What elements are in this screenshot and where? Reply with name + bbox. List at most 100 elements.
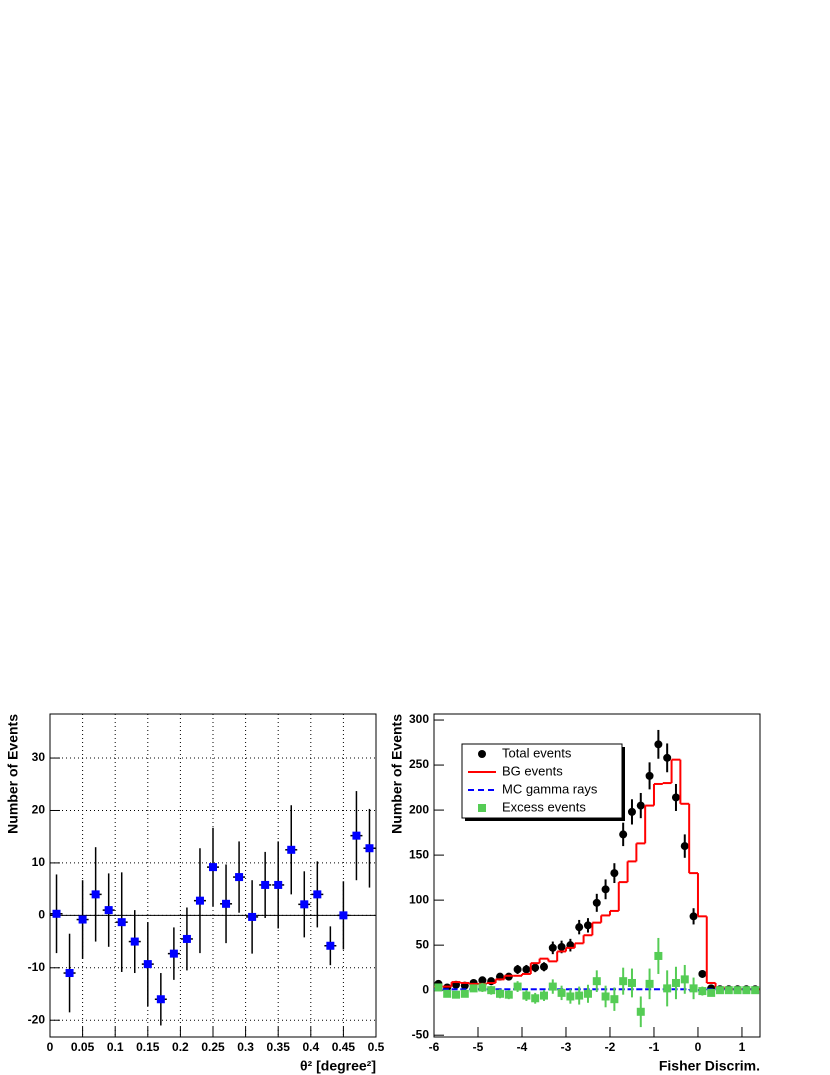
x-tick-label: -2: [605, 1040, 616, 1054]
data-point: [654, 951, 663, 960]
data-point: [636, 801, 645, 810]
data-point: [478, 976, 487, 985]
x-tick-label: -6: [429, 1040, 440, 1054]
data-point: [287, 845, 296, 854]
data-point: [592, 898, 601, 907]
x-tick-label: 0: [47, 1040, 54, 1054]
data-point: [469, 984, 478, 993]
data-point: [627, 978, 636, 987]
data-point: [104, 906, 113, 915]
data-point: [663, 753, 672, 762]
y-tick-label: 250: [409, 757, 429, 771]
data-point: [715, 986, 724, 995]
data-point: [583, 921, 592, 930]
y-tick-label: 50: [416, 937, 430, 951]
data-point: [487, 986, 496, 995]
data-point: [513, 982, 522, 991]
data-point: [261, 880, 270, 889]
data-point: [557, 942, 566, 951]
data-point: [733, 986, 742, 995]
data-point: [751, 986, 760, 995]
y-tick-label: 0: [422, 982, 429, 996]
data-point: [91, 890, 100, 899]
data-point: [689, 984, 698, 993]
legend-marker: [478, 750, 486, 758]
x-tick-label: 0.1: [107, 1040, 124, 1054]
y-axis-title: Number of Events: [389, 714, 405, 834]
x-tick-label: 0.4: [302, 1040, 319, 1054]
x-tick-label: -5: [473, 1040, 484, 1054]
data-point: [592, 977, 601, 986]
plot-frame: [433, 713, 761, 1038]
data-point: [566, 992, 575, 1001]
y-tick-label: -50: [412, 1027, 430, 1041]
data-point: [619, 830, 628, 839]
data-point: [539, 991, 548, 1000]
x-tick-label: 0.35: [267, 1040, 291, 1054]
data-point: [522, 991, 531, 1000]
data-point: [443, 989, 452, 998]
data-point: [698, 969, 707, 978]
x-tick-label: 0.25: [201, 1040, 225, 1054]
x-tick-label: 0.15: [136, 1040, 160, 1054]
data-point: [274, 880, 283, 889]
y-tick-label: 30: [32, 750, 46, 764]
data-point: [575, 923, 584, 932]
data-point: [663, 984, 672, 993]
x-tick-label: 0.2: [172, 1040, 189, 1054]
data-point: [531, 994, 540, 1003]
data-point: [522, 965, 531, 974]
data-point: [724, 986, 733, 995]
data-point: [680, 842, 689, 851]
data-point: [235, 873, 244, 882]
y-tick-label: 200: [409, 802, 429, 816]
y-tick-label: 0: [38, 908, 45, 922]
data-point: [548, 982, 557, 991]
legend-marker: [478, 804, 486, 812]
data-point: [117, 918, 126, 927]
data-point: [645, 771, 654, 780]
x-tick-label: 0.5: [368, 1040, 385, 1054]
x-axis-title: θ² [degree²]: [300, 1058, 376, 1074]
data-point: [451, 990, 460, 999]
data-point: [689, 912, 698, 921]
x-tick-label: 0: [695, 1040, 702, 1054]
legend-label: BG events: [502, 763, 563, 778]
data-point: [680, 975, 689, 984]
data-point: [636, 1007, 645, 1016]
data-point: [209, 863, 217, 872]
data-point: [495, 989, 504, 998]
data-point: [671, 978, 680, 987]
y-tick-label: -10: [28, 960, 46, 974]
y-tick-label: -20: [28, 1012, 46, 1026]
data-point: [182, 934, 191, 943]
data-point: [478, 983, 487, 992]
data-point: [601, 885, 610, 894]
data-point: [156, 995, 165, 1004]
data-point: [557, 988, 566, 997]
legend-label: MC gamma rays: [502, 781, 598, 796]
legend-label: Excess events: [502, 799, 586, 814]
data-point: [339, 911, 348, 920]
x-tick-label: -1: [649, 1040, 660, 1054]
data-point: [671, 793, 680, 802]
x-tick-label: -4: [517, 1040, 528, 1054]
data-point: [575, 991, 584, 1000]
data-point: [195, 896, 204, 905]
data-point: [610, 995, 619, 1004]
data-point: [352, 831, 361, 840]
data-point: [627, 807, 636, 816]
data-point: [326, 941, 335, 950]
data-point: [610, 869, 619, 878]
data-point: [460, 989, 469, 998]
data-point: [742, 986, 751, 995]
data-point: [645, 979, 654, 988]
data-point: [169, 949, 178, 958]
y-tick-label: 10: [32, 855, 46, 869]
data-point: [365, 844, 374, 853]
data-point: [707, 988, 716, 997]
data-point: [434, 983, 443, 992]
y-tick-label: 300: [409, 712, 429, 726]
x-tick-label: 0.3: [237, 1040, 254, 1054]
